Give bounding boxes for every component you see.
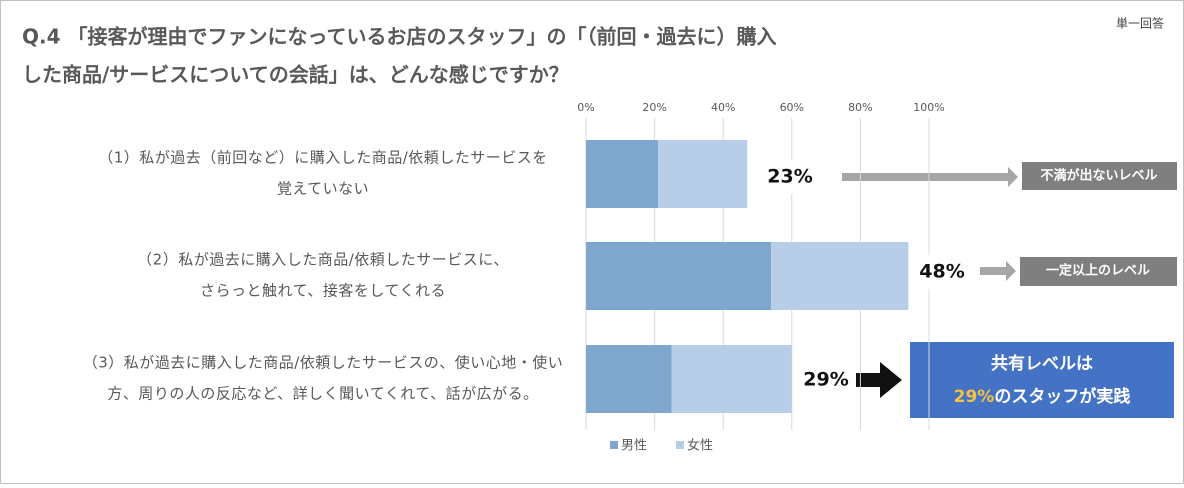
legend-swatch: [676, 441, 684, 449]
callout-highlight: 29%: [954, 387, 995, 407]
bar-segment: [586, 345, 672, 413]
bar-segment: [586, 242, 772, 310]
value-label-bg: [762, 160, 818, 194]
x-tick-label: 80%: [848, 101, 872, 114]
value-label: 29%: [803, 369, 848, 391]
x-tick-label: 40%: [711, 101, 735, 114]
bar-segment: [586, 140, 659, 208]
chart-title: Q.4 「接客が理由でファンになっているお店のスタッフ」の「（前回・過去に）購入: [22, 25, 776, 49]
callout-box: [910, 342, 1174, 418]
value-label-bg: [914, 255, 970, 289]
x-tick-label: 20%: [642, 101, 666, 114]
bar-segment: [771, 242, 909, 310]
arrow: [856, 362, 902, 398]
callout-text: 共有レベルは: [991, 353, 1093, 374]
x-tick-label: 0%: [577, 101, 594, 114]
value-label: 23%: [767, 166, 812, 188]
subtitle: 単一回答: [1116, 16, 1164, 31]
bar-segment: [671, 345, 792, 413]
callout-text: のスタッフが実践: [994, 386, 1130, 407]
legend-swatch: [610, 441, 618, 449]
value-label: 48%: [919, 261, 964, 283]
category-label: （2）私が過去に購入した商品/依頼したサービスに、: [137, 251, 509, 269]
x-tick-label: 100%: [913, 101, 944, 114]
bar-segment: [658, 140, 748, 208]
arrow: [980, 261, 1016, 281]
category-label: 覚えていない: [277, 180, 369, 198]
callout-text: 29%のスタッフが実践: [954, 386, 1131, 407]
arrow: [842, 167, 1018, 187]
legend-label: 男性: [621, 439, 647, 454]
annotation: 一定以上のレベル: [1046, 263, 1150, 279]
annotation-box: [1020, 257, 1177, 286]
category-label: さらっと触れて、接客をしてくれる: [200, 282, 446, 300]
chart-title: した商品/サービスについての会話」は、どんな感じですか？: [22, 63, 569, 87]
category-label: 方、周りの人の反応など、詳しく聞いてくれて、話が広がる。: [107, 385, 538, 403]
annotation: 不満が出ないレベル: [1040, 168, 1157, 184]
annotation-box: [1022, 162, 1177, 190]
value-label-bg: [798, 363, 854, 397]
legend-label: 女性: [687, 438, 713, 454]
category-label: （1）私が過去（前回など）に購入した商品/依頼したサービスを: [98, 149, 548, 167]
x-tick-label: 60%: [780, 101, 804, 114]
category-label: （3）私が過去に購入した商品/依頼したサービスの、使い心地・使い: [83, 354, 564, 372]
